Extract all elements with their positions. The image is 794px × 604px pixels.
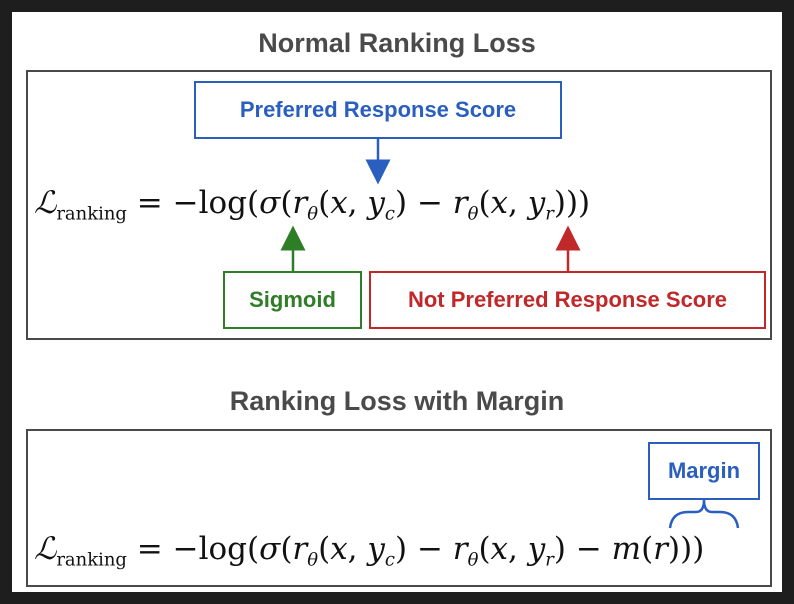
- loss-symbol: ℒ: [34, 531, 57, 567]
- x-variable: x: [330, 531, 348, 567]
- close-paren: ): [553, 531, 566, 567]
- rejected-subscript: r: [545, 549, 554, 571]
- reward-symbol: r: [452, 185, 468, 221]
- x-variable: x: [490, 531, 509, 567]
- theta-subscript: θ: [467, 203, 479, 225]
- reward-symbol: r: [452, 531, 468, 567]
- theta-subscript: θ: [307, 203, 319, 225]
- open-paren: (: [280, 531, 293, 567]
- y-variable: y: [367, 531, 385, 567]
- top-ranking-loss-formula: ℒranking = −log(σ(rθ(x, yc) − rθ(x, yr))…: [34, 188, 590, 223]
- open-paren: (: [318, 185, 331, 221]
- minus-sign: −: [407, 185, 453, 221]
- sigmoid-label: Sigmoid: [223, 271, 362, 329]
- bottom-ranking-loss-formula: ℒranking = −log(σ(rθ(x, yc) − rθ(x, yr) …: [34, 534, 704, 569]
- preferred-response-score-label: Preferred Response Score: [194, 81, 562, 139]
- chosen-subscript: c: [384, 203, 395, 225]
- margin-brace: [668, 499, 740, 529]
- sigma-symbol: σ: [259, 185, 281, 221]
- comma: ,: [508, 185, 528, 221]
- x-variable: x: [330, 185, 348, 221]
- loss-subscript: ranking: [56, 203, 127, 225]
- x-variable: x: [490, 185, 509, 221]
- open-paren: (: [318, 531, 331, 567]
- sigma-symbol: σ: [259, 531, 281, 567]
- comma: ,: [508, 531, 528, 567]
- close-paren: ): [394, 185, 408, 221]
- margin-function: m: [611, 531, 642, 567]
- margin-label: Margin: [648, 442, 760, 500]
- annotation-arrows: [280, 139, 740, 529]
- loss-subscript: ranking: [56, 549, 127, 571]
- margin-argument: r: [653, 531, 668, 567]
- minus-sign: −: [565, 531, 612, 567]
- close-paren: ): [394, 531, 408, 567]
- y-variable: y: [367, 185, 385, 221]
- not-preferred-response-score-label: Not Preferred Response Score: [369, 271, 766, 329]
- loss-symbol: ℒ: [34, 185, 57, 221]
- open-paren: (: [641, 531, 654, 567]
- y-variable: y: [527, 531, 546, 567]
- open-paren: (: [247, 531, 260, 567]
- chosen-subscript: c: [384, 549, 395, 571]
- theta-subscript: θ: [467, 549, 479, 571]
- theta-subscript: θ: [307, 549, 319, 571]
- bottom-formula-frame: [26, 429, 772, 587]
- diagram-canvas: Normal Ranking Loss Preferred Response S…: [12, 12, 782, 592]
- reward-symbol: r: [292, 185, 308, 221]
- y-variable: y: [527, 185, 546, 221]
- top-formula-frame: [26, 70, 772, 340]
- open-paren: (: [478, 185, 491, 221]
- negative-log: −log: [172, 531, 248, 567]
- bottom-section-title: Ranking Loss with Margin: [229, 386, 565, 416]
- equals-sign: =: [136, 185, 163, 221]
- equals-sign: =: [136, 531, 163, 567]
- open-paren: (: [478, 531, 491, 567]
- reward-symbol: r: [292, 531, 308, 567]
- minus-sign: −: [407, 531, 453, 567]
- comma: ,: [347, 531, 368, 567]
- comma: ,: [347, 185, 368, 221]
- close-parens: ))): [668, 531, 705, 567]
- open-paren: (: [247, 185, 260, 221]
- open-paren: (: [280, 185, 293, 221]
- negative-log: −log: [172, 185, 248, 221]
- rejected-subscript: r: [545, 203, 554, 225]
- top-section-title: Normal Ranking Loss: [258, 28, 536, 58]
- close-parens: ))): [553, 185, 591, 221]
